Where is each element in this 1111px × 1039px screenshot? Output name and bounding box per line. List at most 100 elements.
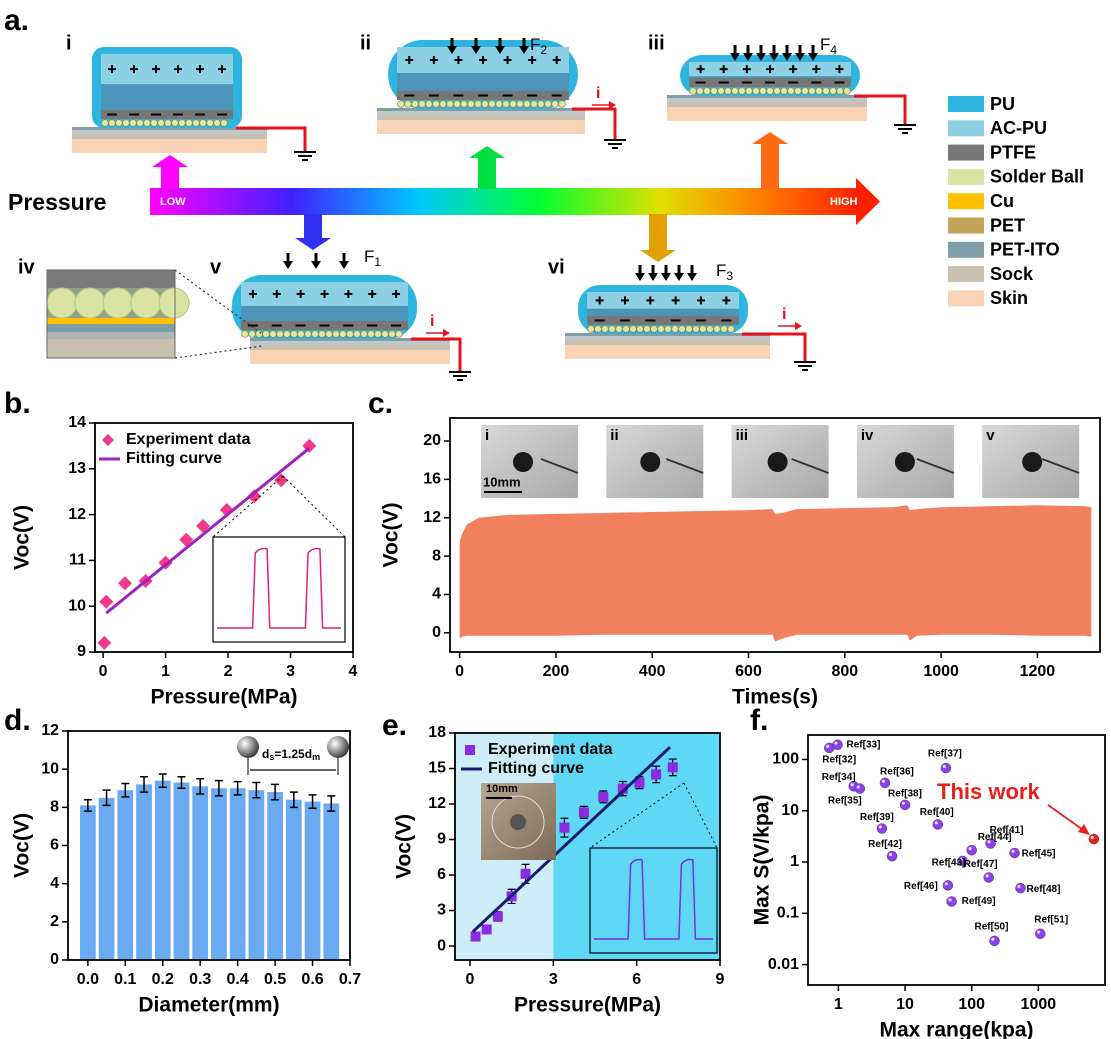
legend-label: PET [990, 215, 1025, 235]
current-label: i [782, 306, 786, 323]
y-tick-label: 9 [437, 831, 446, 848]
solder-ball [706, 325, 714, 333]
x-tick-label: 1 [161, 663, 170, 680]
pressure-arrowhead [856, 178, 880, 225]
data-point [879, 777, 891, 789]
waveform-inset [212, 536, 346, 643]
legend-label: Cu [990, 191, 1014, 211]
photo-sample [1022, 452, 1043, 472]
y-tick-label: 12 [423, 509, 441, 526]
bar [79, 805, 96, 960]
annotation-part: =1.25d [274, 747, 312, 761]
solder-ball [255, 330, 263, 338]
point-highlight [1037, 930, 1041, 934]
solder-ball [530, 100, 538, 108]
solder-ball [404, 100, 412, 108]
solder-ball [780, 87, 788, 95]
panel-label: a. [4, 4, 29, 37]
solder-ball [143, 119, 151, 127]
y-tick-label: 6 [437, 866, 446, 883]
force-arrowhead [674, 273, 684, 281]
solder-ball [283, 330, 291, 338]
solder-ball [808, 87, 816, 95]
panel-label: c. [368, 387, 393, 420]
plot-frame [449, 417, 1101, 653]
solder-ball [801, 87, 809, 95]
photo-sample [894, 452, 915, 472]
annotation-arrowhead [1078, 824, 1090, 835]
x-tick-label: 0.4 [227, 971, 249, 988]
solder-ball [150, 119, 158, 127]
x-tick-label: 0 [466, 971, 475, 988]
data-point [989, 935, 1000, 947]
y-tick-label: 14 [68, 414, 86, 431]
data-point [578, 807, 589, 818]
solder-ball [332, 330, 340, 338]
point-highlight [878, 825, 882, 829]
photo-tweezers [1041, 458, 1080, 474]
x-tick-label: 800 [831, 663, 858, 680]
solder-ball [544, 100, 552, 108]
bar [323, 803, 340, 960]
low-label: LOW [160, 196, 186, 208]
plot-frame [454, 732, 721, 961]
data-point [634, 777, 645, 788]
point-label: Ref[32] [822, 755, 856, 766]
solder-ball [388, 330, 396, 338]
zoom-ball [130, 287, 162, 319]
y-tick-label: 12 [41, 722, 59, 739]
signal-band [459, 505, 1092, 642]
state-arrow [295, 214, 331, 250]
state-label: v [210, 256, 222, 278]
legend-swatch [948, 217, 984, 234]
pet-layer [72, 130, 267, 134]
legend-label: Fitting curve [488, 760, 584, 777]
point-label: Ref[33] [847, 739, 881, 750]
solder-ball [822, 87, 830, 95]
solder-ball [290, 330, 298, 338]
force-label: F2 [530, 35, 547, 57]
solder-ball [101, 119, 109, 127]
point-highlight [826, 744, 830, 748]
force-arrowhead [808, 53, 818, 61]
solder-ball [185, 119, 193, 127]
fit-line [471, 746, 672, 933]
y-tick-label: 16 [423, 471, 441, 488]
x-tick-label: 0 [99, 663, 108, 680]
legend-label: Solder Ball [990, 167, 1084, 187]
data-point [876, 823, 888, 834]
solder-ball [692, 325, 700, 333]
point-highlight [1090, 835, 1094, 840]
annotation: This work [937, 779, 1040, 804]
force-index: 4 [830, 43, 837, 57]
legend-label: PTFE [990, 142, 1036, 162]
pressure-label: Pressure [8, 189, 106, 215]
solder-ball [122, 119, 130, 127]
legend-label: PET-ITO [990, 240, 1060, 260]
solder-ball [689, 87, 697, 95]
photo-label: iv [861, 427, 874, 444]
solder-ball [206, 119, 214, 127]
point-label: Ref[35] [828, 795, 862, 806]
data-point [940, 762, 952, 774]
bar [304, 801, 321, 960]
gap-region [101, 84, 233, 110]
solder-ball [738, 87, 746, 95]
legend-label: AC-PU [990, 118, 1047, 138]
force-arrowhead [795, 53, 805, 61]
point-label: Ref[45] [1022, 849, 1056, 860]
solder-ball [325, 330, 333, 338]
sphere-icon [237, 736, 259, 758]
wire [572, 107, 617, 140]
photo-tweezers [665, 458, 704, 474]
solder-ball [629, 325, 637, 333]
legend-swatch [948, 120, 984, 137]
ac-pu-layer [587, 292, 739, 309]
x-tick-label: 3 [286, 663, 295, 680]
y-axis-label: Voc(V) [11, 813, 34, 878]
legend-swatch [948, 193, 984, 210]
panel-label: d. [4, 704, 31, 737]
sock-layer [667, 102, 867, 107]
point-label: Ref[41] [990, 825, 1024, 836]
photo-sample [513, 452, 533, 472]
